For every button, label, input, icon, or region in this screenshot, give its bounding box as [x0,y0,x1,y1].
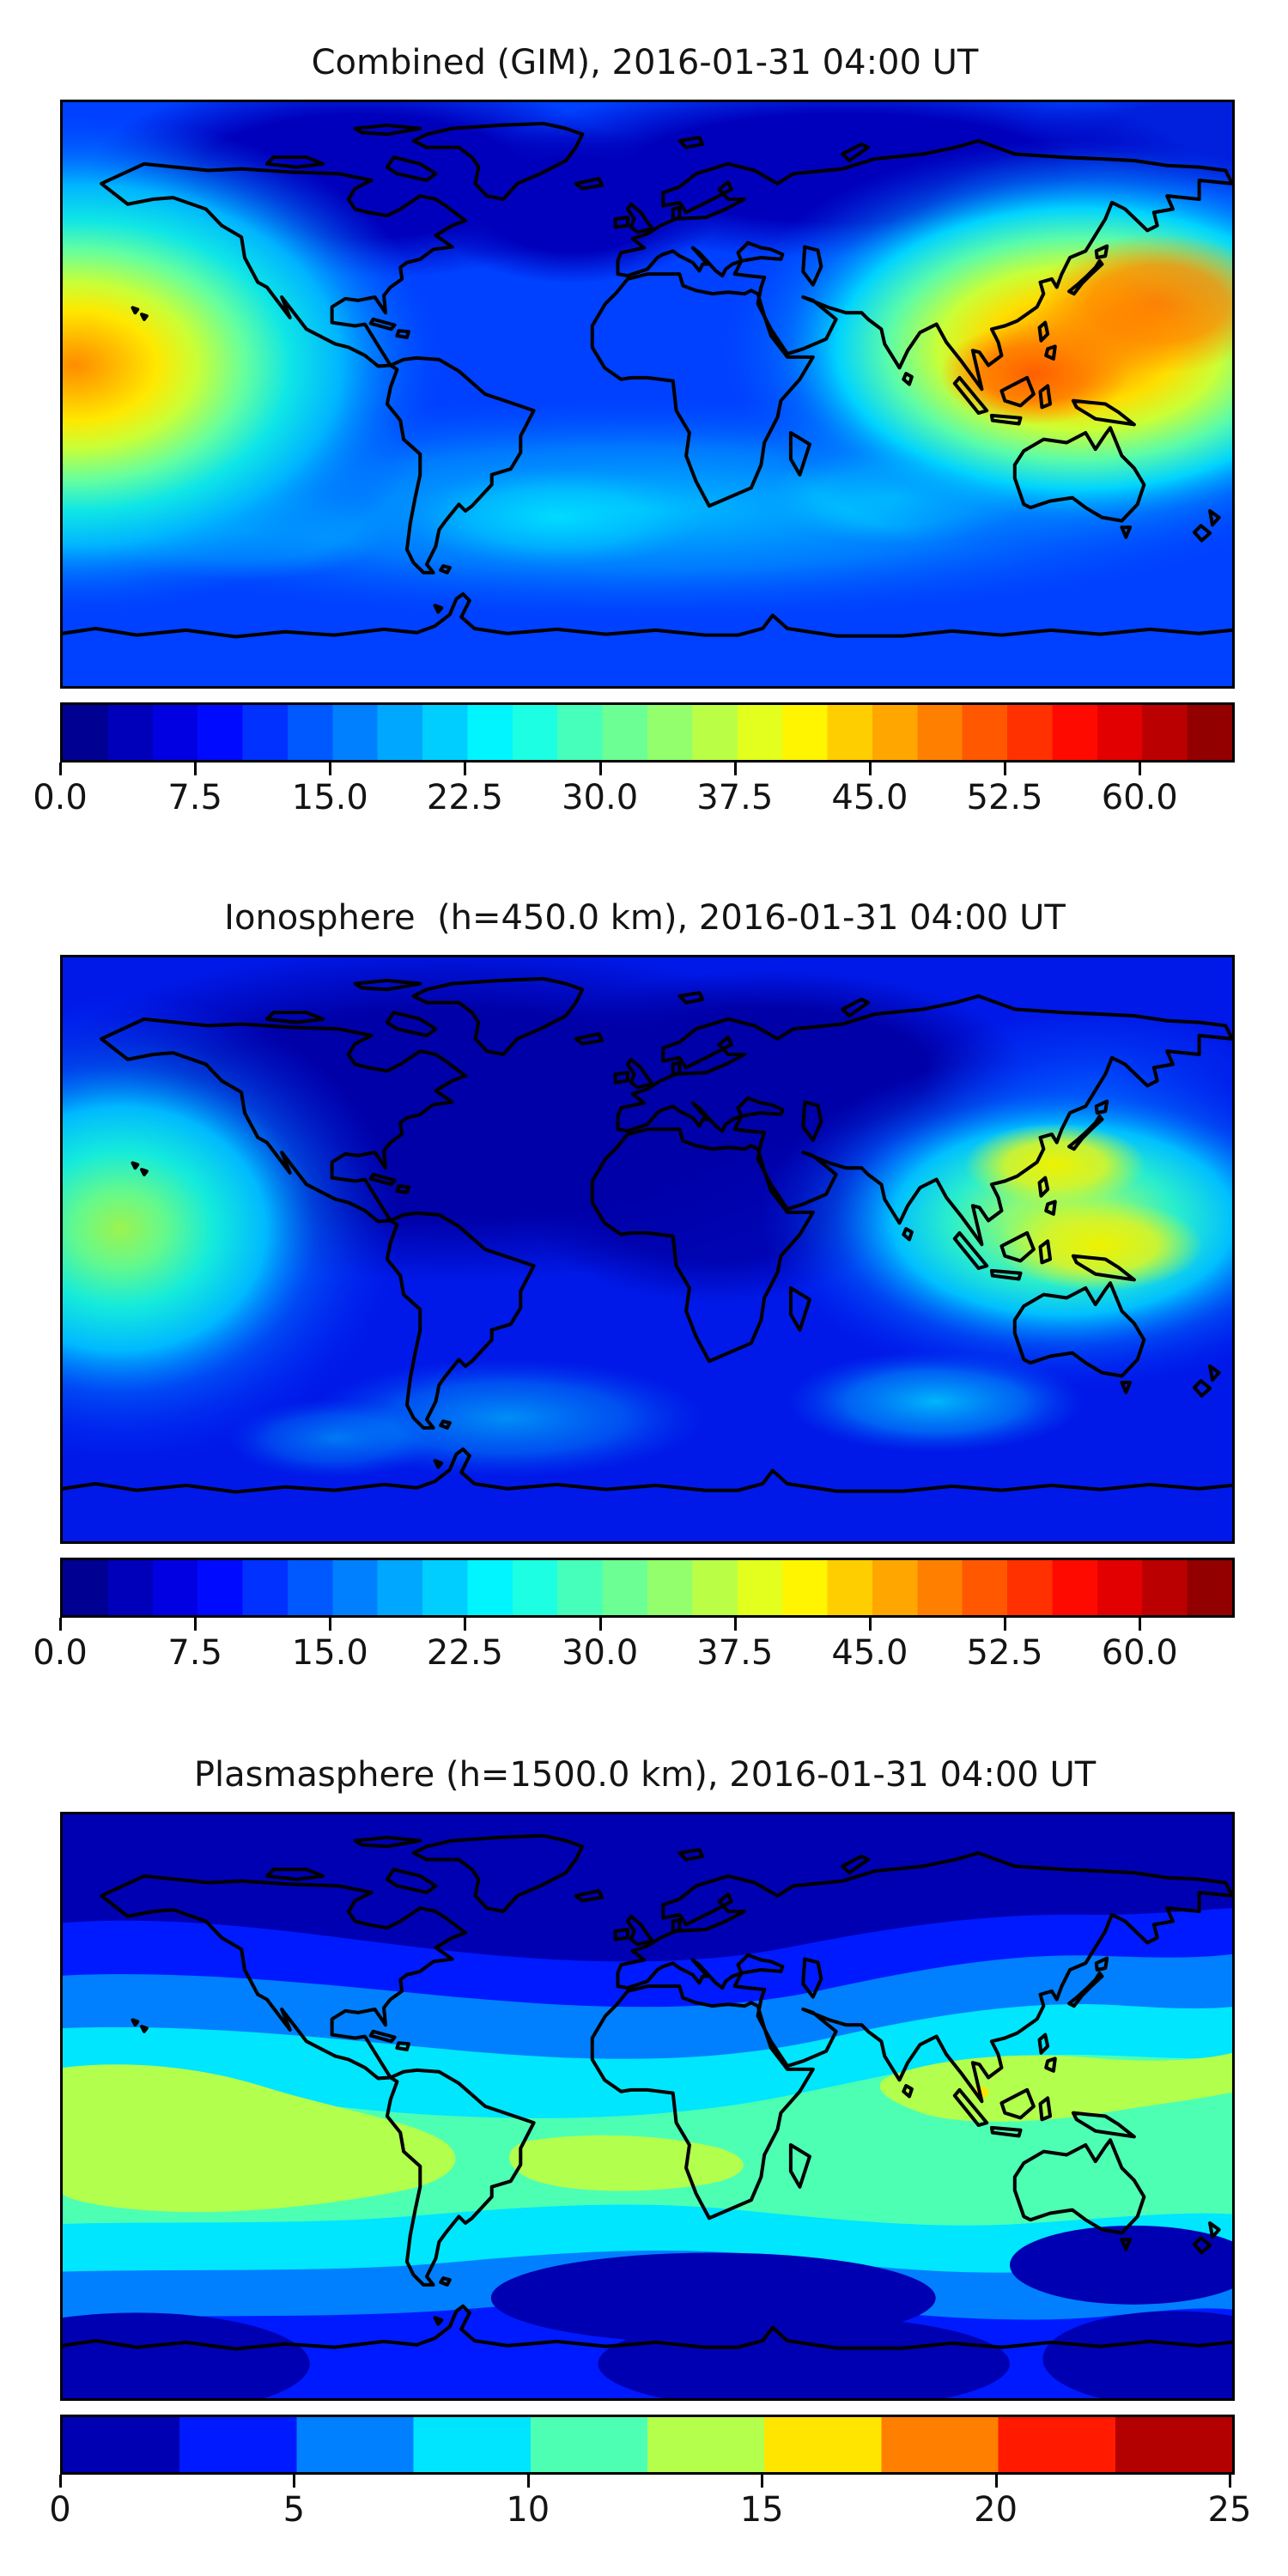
colorbar-tick-label: 45.0 [831,778,908,817]
tec-field-ionosphere [63,957,1232,1541]
colorbar-tick-label: 20 [974,2490,1018,2530]
panel-combined-gim: Combined (GIM), 2016-01-31 04:00 UT [0,0,1235,829]
colorbar-tick [1139,762,1142,775]
colorbar-tick-label: 30.0 [562,1633,639,1673]
colorbar-tick [598,762,602,775]
plot-title: Combined (GIM), 2016-01-31 04:00 UT [311,43,979,82]
colorbar-tick [1004,762,1007,775]
colorbar-tick-label: 7.5 [167,778,222,817]
plot-title: Ionosphere (h=450.0 km), 2016-01-31 04:0… [224,898,1066,938]
colorbar-tick-label: 7.5 [167,1633,222,1673]
colorbar-tick [868,762,872,775]
map-canvas-ionosphere [63,957,1232,1541]
colorbar-tick [59,1618,62,1631]
colorbar-tick-label: 25 [1207,2490,1252,2530]
colorbar-tick [994,2475,998,2488]
colorbar-tick [1229,2475,1231,2488]
colorbar-tick [194,1618,197,1631]
colorbar-tick-label: 52.5 [966,778,1043,817]
colorbar-combined [60,702,1235,762]
colorbar-tick-label: 52.5 [966,1633,1043,1673]
colorbar-tick [59,762,62,775]
colorbar-tick-label: 22.5 [426,778,503,817]
colorbar-tick [464,762,467,775]
colorbar-tick-label: 37.5 [696,778,774,817]
colorbar-tick [526,2475,530,2488]
colorbar-tick [293,2475,296,2488]
colorbar-tick [194,762,197,775]
panel-plasmasphere: Plasmasphere (h=1500.0 km), 2016-01-31 0… [0,1685,1251,2542]
colorbar-tick-label: 45.0 [831,1633,908,1673]
colorbar-tick [59,2475,62,2488]
colorbar-tick-label: 60.0 [1101,1633,1178,1673]
colorbar-axis-combined: 0.0 7.5 15.0 22.5 30.0 37.5 45.0 52.5 60.0 [33,762,1230,829]
colorbar-tick-label: 22.5 [426,1633,503,1673]
colorbar-tick [1004,1618,1007,1631]
colorbar-tick-label: 0.0 [33,1633,88,1673]
colorbar-plasmasphere [60,2415,1235,2475]
colorbar-tick-label: 0 [49,2490,71,2530]
colorbar-tick-label: 0.0 [33,778,88,817]
colorbar-tick [598,1618,602,1631]
colorbar-tick [329,1618,332,1631]
colorbar-tick [1139,1618,1142,1631]
panel-ionosphere: Ionosphere (h=450.0 km), 2016-01-31 04:0… [0,829,1235,1685]
colorbar-ionosphere [60,1558,1235,1618]
colorbar-tick-label: 30.0 [562,778,639,817]
colorbar-tick-label: 15.0 [291,778,368,817]
colorbar-tick [733,1618,737,1631]
colorbar-tick [733,762,737,775]
colorbar-tick-label: 5 [283,2490,306,2530]
colorbar-tick-label: 15.0 [291,1633,368,1673]
colorbar-tick [329,762,332,775]
tec-field-combined [63,102,1232,686]
map-canvas-combined [63,102,1232,686]
plot-title: Plasmasphere (h=1500.0 km), 2016-01-31 0… [193,1755,1097,1795]
colorbar-tick [868,1618,872,1631]
map-frame-combined [60,100,1235,689]
map-frame-plasmasphere [60,1812,1235,2401]
colorbar-tick-label: 10 [506,2490,550,2530]
colorbar-tick-label: 15 [739,2490,784,2530]
colorbar-axis-ionosphere: 0.0 7.5 15.0 22.5 30.0 37.5 45.0 52.5 60.0 [33,1618,1230,1685]
tec-field-plasmasphere [63,1814,1232,2398]
colorbar-tick [464,1618,467,1631]
map-canvas-plasmasphere [63,1814,1232,2398]
colorbar-tick [761,2475,764,2488]
colorbar-tick-label: 37.5 [696,1633,774,1673]
map-frame-ionosphere [60,955,1235,1544]
colorbar-axis-plasmasphere: 0 5 10 15 20 25 [49,2475,1251,2542]
colorbar-tick-label: 60.0 [1101,778,1178,817]
